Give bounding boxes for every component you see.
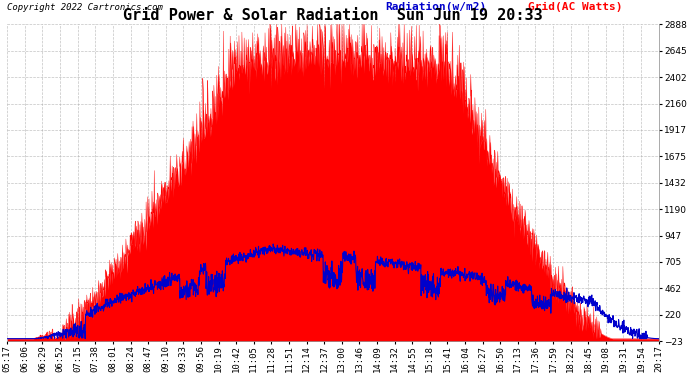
Text: Radiation(w/m2): Radiation(w/m2) bbox=[385, 2, 486, 12]
Title: Grid Power & Solar Radiation  Sun Jun 19 20:33: Grid Power & Solar Radiation Sun Jun 19 … bbox=[123, 8, 543, 23]
Text: Copyright 2022 Cartronics.com: Copyright 2022 Cartronics.com bbox=[8, 3, 163, 12]
Text: Grid(AC Watts): Grid(AC Watts) bbox=[529, 2, 623, 12]
